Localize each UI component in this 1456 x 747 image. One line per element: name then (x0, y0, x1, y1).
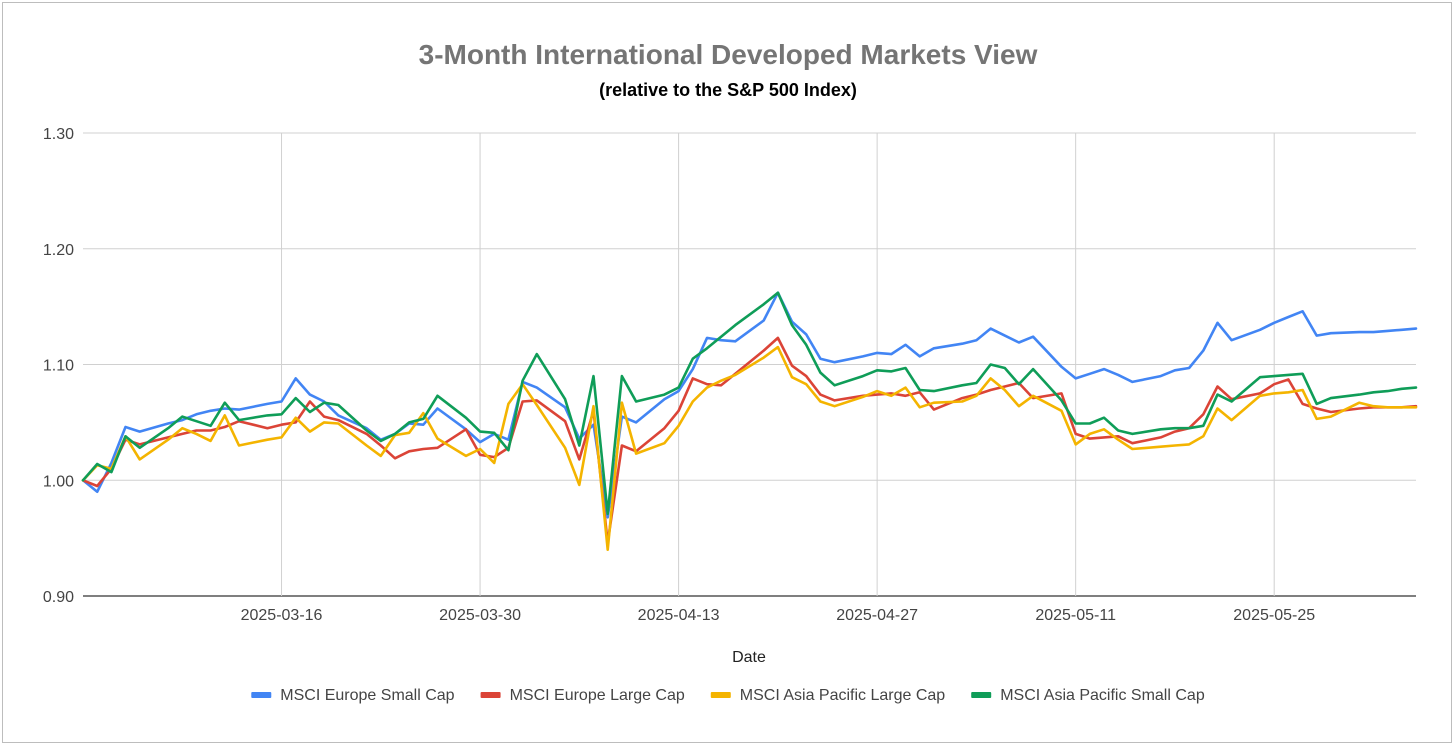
grid-layer (83, 132, 1416, 597)
legend-item: MSCI Europe Small Cap (251, 687, 455, 704)
y-axis-ticks: 0.90 1.00 1.10 1.20 1.30 (43, 126, 74, 606)
legend-label: MSCI Europe Small Cap (280, 687, 454, 704)
x-tick-label: 2025-04-27 (836, 607, 918, 624)
series-line-msci-europe-small-cap (81, 291, 1418, 519)
legend: MSCI Europe Small Cap MSCI Europe Large C… (251, 687, 1205, 704)
x-tick-label: 2025-05-25 (1233, 607, 1315, 624)
legend-swatch (480, 692, 501, 698)
series-line-msci-asia-pacific-small-cap (81, 291, 1418, 516)
chart-title: 3-Month International Developed Markets … (419, 39, 1038, 70)
y-tick-label: 1.00 (43, 473, 74, 490)
y-tick-label: 1.10 (43, 358, 74, 375)
series-line-msci-asia-pacific-large-cap (81, 345, 1418, 552)
chart-subtitle: (relative to the S&P 500 Index) (599, 80, 857, 100)
x-tick-label: 2025-03-30 (439, 607, 521, 624)
x-tick-label: 2025-05-11 (1035, 607, 1116, 624)
x-axis-label: Date (732, 649, 766, 666)
y-tick-label: 1.20 (43, 242, 74, 259)
x-tick-label: 2025-03-16 (241, 607, 323, 624)
series-layer (81, 291, 1418, 552)
y-tick-label: 0.90 (43, 589, 74, 606)
legend-item: MSCI Asia Pacific Large Cap (710, 687, 946, 704)
legend-swatch (251, 692, 272, 698)
x-axis-ticks: 2025-03-16 2025-03-30 2025-04-13 2025-04-27… (241, 607, 1316, 624)
legend-label: MSCI Europe Large Cap (510, 687, 685, 704)
x-tick-label: 2025-04-13 (638, 607, 720, 624)
series-line-msci-europe-large-cap (81, 336, 1418, 545)
legend-swatch (971, 692, 992, 698)
y-tick-label: 1.30 (43, 126, 74, 143)
legend-item: MSCI Europe Large Cap (480, 687, 685, 704)
legend-label: MSCI Asia Pacific Large Cap (740, 687, 946, 704)
legend-label: MSCI Asia Pacific Small Cap (1000, 687, 1205, 704)
legend-swatch (710, 692, 731, 698)
legend-item: MSCI Asia Pacific Small Cap (971, 687, 1205, 704)
